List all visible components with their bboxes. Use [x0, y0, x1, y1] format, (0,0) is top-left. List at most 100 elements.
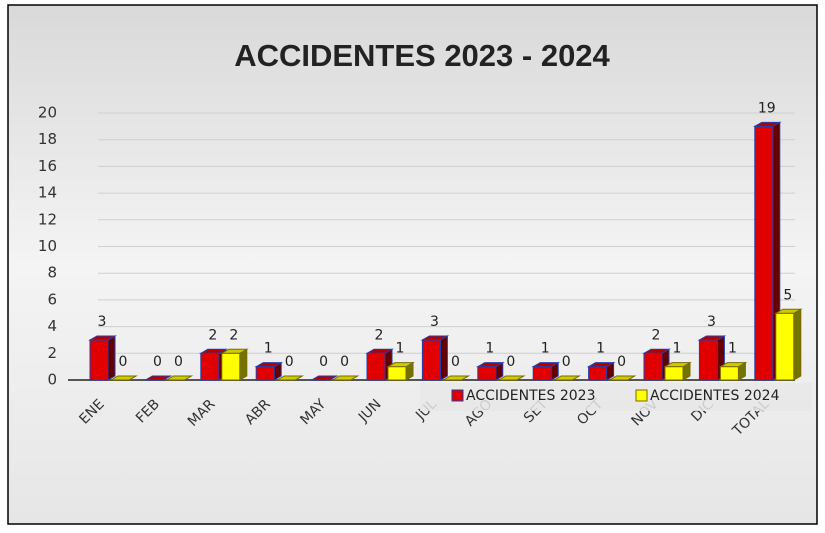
y-tick-label: 8 — [47, 264, 57, 282]
legend-swatch — [451, 389, 464, 402]
bar-top — [330, 375, 360, 381]
data-label: 0 — [119, 354, 128, 370]
bar-top — [773, 308, 803, 314]
bar — [607, 375, 637, 381]
y-tick-label: 14 — [38, 184, 57, 202]
data-label: 5 — [783, 287, 792, 303]
data-label: 2 — [229, 327, 238, 343]
data-label: 0 — [617, 354, 626, 370]
bar — [663, 361, 692, 381]
bar — [642, 348, 671, 381]
bar — [552, 375, 582, 381]
bar — [475, 361, 505, 381]
bar-top — [475, 362, 505, 368]
bar-top — [607, 375, 637, 381]
bar-top — [219, 348, 249, 354]
data-label: 1 — [673, 341, 682, 357]
bar-top — [752, 121, 782, 127]
data-label: 3 — [430, 314, 439, 330]
bar-top — [552, 375, 582, 381]
chart-frame — [7, 4, 818, 525]
data-label: 19 — [758, 100, 776, 116]
data-label: 1 — [396, 341, 405, 357]
y-tick-label: 0 — [47, 371, 57, 389]
bar — [586, 361, 616, 381]
data-label: 0 — [340, 354, 349, 370]
bar — [275, 375, 305, 381]
bar — [773, 308, 803, 381]
bar-top — [386, 362, 415, 368]
legend-label: ACCIDENTES 2023 — [466, 388, 595, 404]
bar-front — [719, 366, 739, 381]
bar-top — [586, 362, 616, 368]
bar-top — [642, 348, 671, 354]
bar-front — [775, 312, 795, 381]
bar-top — [697, 335, 727, 341]
data-label: 0 — [285, 354, 294, 370]
y-tick-label: 12 — [38, 210, 57, 228]
bar-top — [309, 375, 339, 381]
bar-top — [365, 348, 394, 354]
bar-top — [164, 375, 194, 381]
bar — [309, 375, 339, 381]
data-label: 0 — [319, 354, 328, 370]
bar-top — [531, 362, 561, 368]
bar — [254, 361, 284, 381]
bar-top — [275, 375, 305, 381]
data-label: 0 — [174, 354, 183, 370]
bar-top — [496, 375, 526, 381]
data-label: 2 — [375, 327, 384, 343]
bar-front — [532, 366, 552, 381]
bar — [109, 375, 138, 381]
bar-front — [387, 366, 407, 381]
bar-front — [421, 339, 441, 381]
y-tick-label: 4 — [47, 317, 57, 335]
y-tick-label: 6 — [47, 290, 57, 308]
y-tick-label: 10 — [38, 237, 57, 255]
data-label: 0 — [562, 354, 571, 370]
bar-top — [254, 362, 284, 368]
bar-top — [420, 335, 450, 341]
bar-side — [107, 335, 116, 381]
bar-top — [109, 375, 138, 381]
data-label: 0 — [153, 354, 162, 370]
bar-front — [89, 339, 109, 381]
data-label: 1 — [541, 341, 550, 357]
bar-side — [793, 308, 802, 381]
y-tick-label: 18 — [38, 130, 57, 148]
bar — [143, 375, 173, 381]
chart-title: ACCIDENTES 2023 - 2024 — [234, 38, 610, 73]
bar-front — [754, 125, 774, 381]
legend: ACCIDENTES 2023 ACCIDENTES 2024 — [420, 383, 812, 411]
bar-top — [143, 375, 173, 381]
bar — [365, 348, 394, 381]
bar-side — [239, 348, 248, 381]
bar-front — [221, 352, 241, 381]
legend-box — [420, 383, 812, 411]
data-label: 2 — [652, 327, 661, 343]
bar-top — [663, 362, 692, 368]
y-tick-label: 16 — [38, 157, 57, 175]
bar — [88, 335, 117, 381]
data-label: 3 — [98, 314, 107, 330]
bar — [420, 335, 450, 381]
bar-front — [588, 366, 608, 381]
data-label: 0 — [506, 354, 515, 370]
bar — [718, 361, 748, 381]
bar-front — [698, 339, 718, 381]
data-label: 1 — [485, 341, 494, 357]
bar — [531, 361, 561, 381]
y-tick-label: 2 — [47, 344, 57, 362]
bar-front — [200, 352, 220, 381]
bar — [330, 375, 360, 381]
data-label: 0 — [451, 354, 460, 370]
bar-front — [643, 352, 663, 381]
data-label: 3 — [707, 314, 716, 330]
data-label: 1 — [264, 341, 273, 357]
bar-top — [198, 348, 228, 354]
bar-front — [366, 352, 386, 381]
bar — [496, 375, 526, 381]
bar-top — [441, 375, 471, 381]
